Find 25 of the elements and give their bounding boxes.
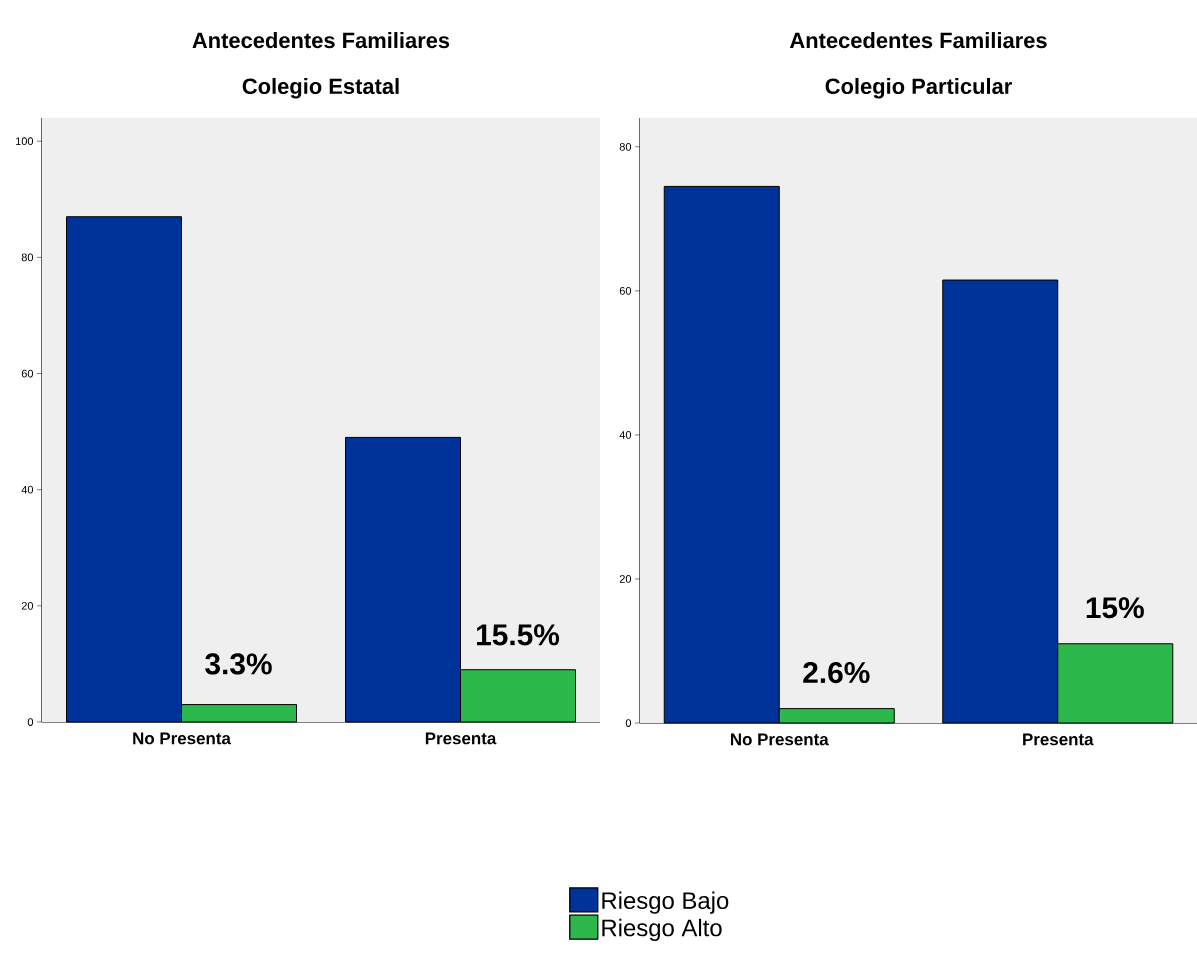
chart-title: Antecedentes Familiares <box>789 32 1047 49</box>
annotation: 15.5% <box>477 624 560 646</box>
annotation: 3.3% <box>205 653 272 675</box>
chart-subtitle: Colegio Particular <box>825 77 1012 99</box>
chart-title: Antecedentes Familiares <box>192 32 450 49</box>
y-tick-label: 0 <box>27 718 34 726</box>
y-tick-label: 20 <box>21 601 34 610</box>
x-tick-label: No Presenta <box>730 733 829 746</box>
legend-label: Riesgo Alto <box>602 918 722 942</box>
y-tick-label: 40 <box>619 431 632 439</box>
y-tick-label: 20 <box>619 575 632 583</box>
y-tick-label: 0 <box>625 719 632 727</box>
annotation: 15% <box>1086 597 1144 619</box>
x-tick-label: Presenta <box>1023 733 1094 746</box>
y-tick-label: 60 <box>619 286 632 295</box>
y-tick-label: 100 <box>16 137 34 146</box>
annotation: 2.6% <box>803 661 870 684</box>
x-tick-label: Presenta <box>425 732 497 745</box>
chart-subtitle: Colegio Estatal <box>242 77 399 99</box>
y-tick-label: 80 <box>619 142 632 151</box>
y-tick-label: 40 <box>21 485 34 494</box>
x-tick-label: No Presenta <box>133 732 232 745</box>
legend-label: Riesgo Bajo <box>602 891 729 914</box>
y-tick-label: 60 <box>21 369 34 378</box>
y-tick-label: 80 <box>21 253 34 262</box>
